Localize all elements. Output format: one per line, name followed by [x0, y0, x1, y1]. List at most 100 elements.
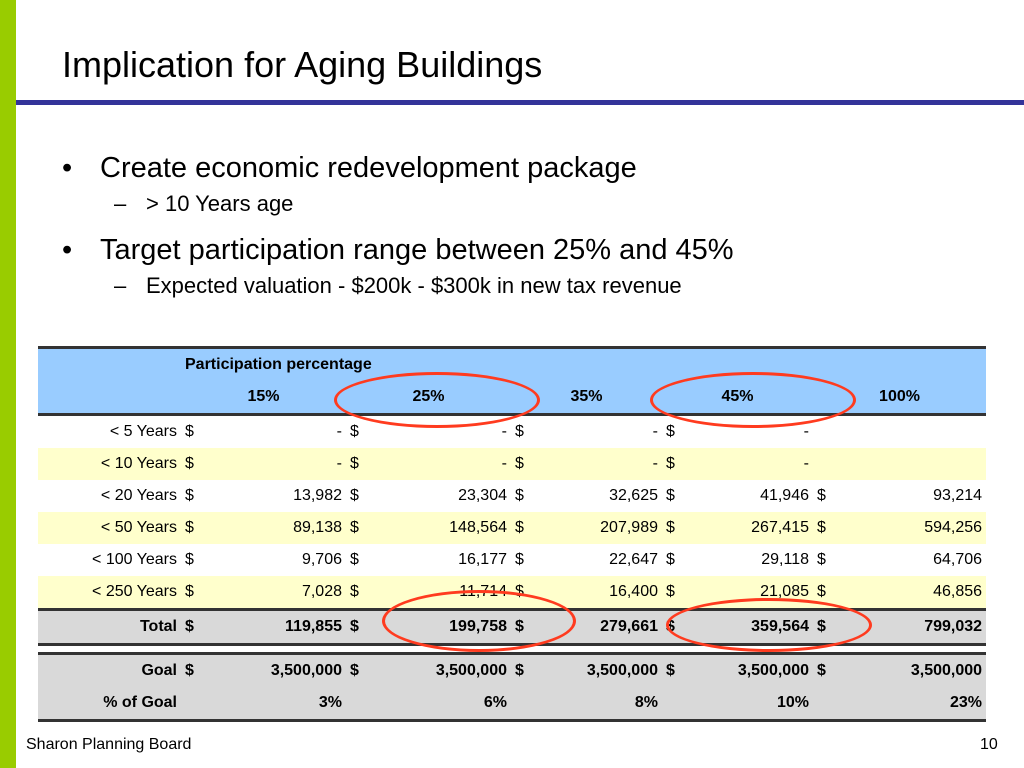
currency-symbol: $ [181, 448, 203, 480]
sub-bullet-item: – > 10 Years age [62, 188, 1002, 220]
currency-symbol: $ [813, 608, 835, 646]
currency-symbol: $ [181, 414, 203, 448]
total-value: 279,661 [533, 608, 662, 646]
currency-symbol [813, 414, 835, 448]
sub-bullet-glyph: – [114, 191, 127, 216]
table-cell-value: 16,400 [533, 576, 662, 610]
currency-symbol: $ [511, 608, 533, 646]
bullet-glyph: • [62, 234, 73, 266]
table-cell-value: 23,304 [368, 480, 511, 512]
sub-bullet-text: Expected valuation - $200k - $300k in ne… [146, 273, 682, 298]
table-cell-value: - [684, 414, 813, 448]
table-cell-value: 93,214 [835, 480, 987, 512]
percent-of-goal-value: 23% [813, 687, 987, 722]
percent-of-goal-row: % of Goal 3% 6% 8% 10% 23% [38, 687, 987, 722]
currency-symbol: $ [346, 512, 368, 544]
currency-symbol: $ [662, 414, 684, 448]
table-cell-value: 41,946 [684, 480, 813, 512]
currency-symbol: $ [813, 480, 835, 512]
table-cell-value: 267,415 [684, 512, 813, 544]
table-cell-value [835, 448, 987, 480]
sub-bullet-item: – Expected valuation - $200k - $300k in … [62, 270, 1002, 302]
bullet-text: Target participation range between 25% a… [100, 234, 734, 266]
table-cell-value: - [368, 414, 511, 448]
percent-of-goal-value: 3% [181, 687, 346, 722]
bullet-item: • Create economic redevelopment package [62, 148, 1002, 188]
currency-symbol: $ [662, 544, 684, 576]
currency-symbol: $ [181, 652, 203, 687]
header-blank [38, 381, 181, 415]
goal-value: 3,500,000 [368, 652, 511, 687]
currency-symbol: $ [181, 608, 203, 646]
row-label: < 10 Years [38, 448, 181, 480]
currency-symbol [813, 448, 835, 480]
total-row: Total $119,855 $199,758 $279,661 $359,564 $79… [38, 608, 987, 646]
goal-row: Goal $3,500,000 $3,500,000 $3,500,000 $3,500… [38, 652, 987, 687]
row-label: < 100 Years [38, 544, 181, 576]
page-number: 10 [980, 736, 998, 753]
percent-header: 35% [511, 381, 662, 415]
total-value: 119,855 [203, 608, 346, 646]
header-blank [38, 347, 181, 381]
bullet-text: Create economic redevelopment package [100, 152, 637, 184]
currency-symbol: $ [346, 608, 368, 646]
goal-value: 3,500,000 [835, 652, 987, 687]
table-cell-value [835, 414, 987, 448]
total-label: Total [38, 608, 181, 646]
table-cell-value: - [533, 448, 662, 480]
percent-header: 15% [181, 381, 346, 415]
table-cell-value: 32,625 [533, 480, 662, 512]
percent-header: 25% [346, 381, 511, 415]
currency-symbol: $ [662, 480, 684, 512]
currency-symbol: $ [662, 576, 684, 610]
currency-symbol: $ [346, 652, 368, 687]
currency-symbol: $ [813, 544, 835, 576]
table-cell-value: - [203, 448, 346, 480]
percent-header: 100% [813, 381, 987, 415]
row-label: < 50 Years [38, 512, 181, 544]
table-cell-value: - [533, 414, 662, 448]
currency-symbol: $ [813, 512, 835, 544]
goal-value: 3,500,000 [684, 652, 813, 687]
table-cell-value: - [203, 414, 346, 448]
group-header: Participation percentage [181, 347, 987, 381]
currency-symbol: $ [181, 544, 203, 576]
header-row-group: Participation percentage [38, 347, 987, 381]
currency-symbol: $ [346, 576, 368, 610]
table-row: < 20 Years $13,982 $23,304 $32,625 $41,946 $9… [38, 480, 987, 512]
percent-of-goal-label: % of Goal [38, 687, 181, 722]
bullet-glyph: • [62, 152, 73, 184]
goal-label: Goal [38, 652, 181, 687]
table-row: < 10 Years $ - $ - $ - $ - [38, 448, 987, 480]
participation-table: Participation percentage 15% 25% 35% 45% 100%… [38, 346, 987, 722]
currency-symbol: $ [662, 448, 684, 480]
table-cell-value: 64,706 [835, 544, 987, 576]
currency-symbol: $ [346, 480, 368, 512]
table-cell-value: 207,989 [533, 512, 662, 544]
bullet-item: • Target participation range between 25%… [62, 230, 1002, 270]
sub-bullet-text: > 10 Years age [146, 191, 294, 216]
total-value: 199,758 [368, 608, 511, 646]
row-label: < 20 Years [38, 480, 181, 512]
table-row: < 100 Years $9,706 $16,177 $22,647 $29,118 $6… [38, 544, 987, 576]
table-cell-value: 89,138 [203, 512, 346, 544]
bullet-list: • Create economic redevelopment package … [62, 148, 1002, 302]
table-row: < 5 Years $ - $ - $ - $ - [38, 414, 987, 448]
currency-symbol: $ [662, 652, 684, 687]
total-value: 359,564 [684, 608, 813, 646]
currency-symbol: $ [346, 414, 368, 448]
sub-bullet-glyph: – [114, 273, 127, 298]
percent-header: 45% [662, 381, 813, 415]
table-cell-value: 13,982 [203, 480, 346, 512]
currency-symbol: $ [813, 652, 835, 687]
table-cell-value: 22,647 [533, 544, 662, 576]
currency-symbol: $ [511, 480, 533, 512]
currency-symbol: $ [662, 608, 684, 646]
currency-symbol: $ [511, 448, 533, 480]
table-cell-value: 21,085 [684, 576, 813, 610]
total-value: 799,032 [835, 608, 987, 646]
percent-of-goal-value: 8% [511, 687, 662, 722]
currency-symbol: $ [511, 652, 533, 687]
percent-of-goal-value: 6% [346, 687, 511, 722]
table-row: < 50 Years $89,138 $148,564 $207,989 $267,41… [38, 512, 987, 544]
